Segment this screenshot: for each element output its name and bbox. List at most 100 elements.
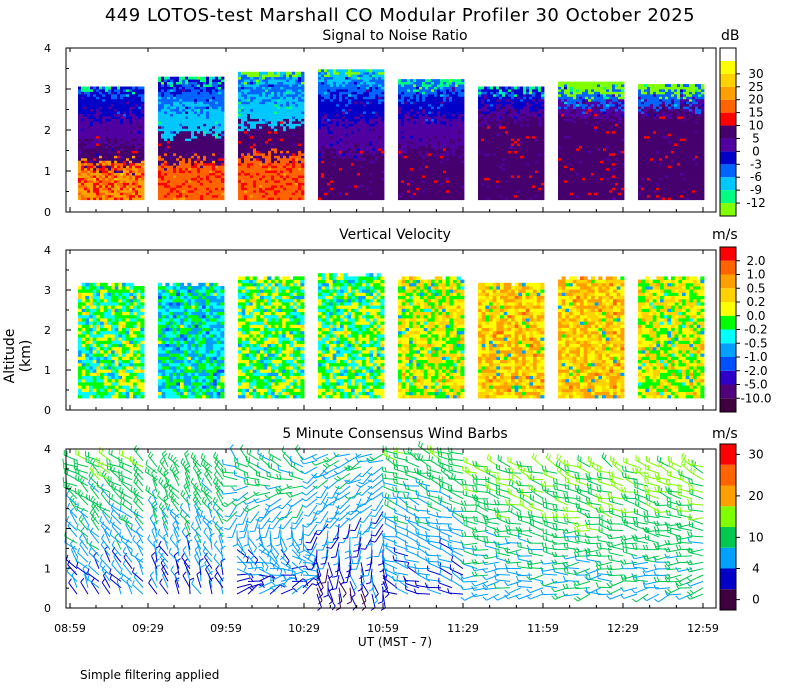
snr-cell xyxy=(123,180,127,183)
snr-cell xyxy=(99,113,103,117)
snr-cell xyxy=(111,108,115,112)
snr-cell xyxy=(191,128,195,132)
snr-cell xyxy=(268,71,272,75)
snr-cell xyxy=(324,167,328,171)
snr-cell xyxy=(173,170,177,174)
snr-cell xyxy=(120,116,124,119)
snr-cell xyxy=(262,125,266,129)
snr-cell xyxy=(339,93,343,97)
snr-cell xyxy=(366,130,370,134)
snr-cell xyxy=(221,152,225,156)
snr-cell xyxy=(327,172,331,176)
snr-cell xyxy=(321,175,325,178)
snr-cell xyxy=(381,192,385,196)
snr-cell xyxy=(339,133,343,137)
snr-cell xyxy=(289,152,293,156)
snr-cell xyxy=(345,79,349,83)
snr-cell xyxy=(280,81,284,85)
snr-cell xyxy=(188,189,192,193)
snr-cell xyxy=(440,180,444,183)
snr-cell xyxy=(398,165,402,169)
snr-cell xyxy=(170,138,174,142)
snr-cell xyxy=(117,106,121,110)
snr-cell xyxy=(410,182,414,186)
snr-cell xyxy=(292,103,296,107)
snr-cell xyxy=(120,175,124,178)
snr-cell xyxy=(416,192,420,196)
snr-cell xyxy=(108,120,112,124)
snr-cell xyxy=(176,157,180,161)
snr-cell xyxy=(289,98,293,102)
snr-cell xyxy=(277,76,281,80)
snr-cell xyxy=(256,103,260,107)
snr-cell xyxy=(218,143,222,146)
snr-cell xyxy=(87,170,91,174)
snr-cell xyxy=(363,108,367,112)
snr-cell xyxy=(274,89,278,92)
snr-cell xyxy=(434,165,438,169)
snr-cell xyxy=(425,152,429,156)
snr-cell xyxy=(262,81,266,85)
snr-cell xyxy=(123,197,127,201)
snr-cell xyxy=(221,172,225,176)
snr-cell xyxy=(123,177,127,181)
snr-cell xyxy=(241,143,245,146)
snr-cell xyxy=(360,152,364,156)
snr-cell xyxy=(348,81,352,85)
snr-cell xyxy=(87,155,91,159)
snr-cell xyxy=(84,118,88,122)
snr-cell xyxy=(274,120,278,124)
snr-cell xyxy=(78,125,82,129)
snr-cell xyxy=(283,135,287,139)
snr-cell xyxy=(333,143,337,146)
snr-cell xyxy=(200,91,204,95)
snr-cell xyxy=(333,89,337,92)
snr-cell xyxy=(102,152,106,156)
snr-cell xyxy=(111,197,115,201)
snr-cell xyxy=(138,135,142,139)
snr-cell xyxy=(381,175,385,178)
snr-cell xyxy=(428,140,432,144)
snr-cell xyxy=(111,189,115,193)
snr-cell xyxy=(434,177,438,181)
snr-cell xyxy=(250,111,254,114)
snr-cell xyxy=(206,184,210,188)
snr-cell xyxy=(259,111,263,114)
snr-cell xyxy=(443,145,447,149)
snr-cell xyxy=(333,125,337,129)
snr-cell xyxy=(428,194,432,198)
snr-cell xyxy=(268,145,272,149)
snr-cell xyxy=(206,111,210,114)
snr-cell xyxy=(345,89,349,92)
snr-cell xyxy=(114,113,118,117)
snr-cell xyxy=(218,155,222,159)
snr-cell xyxy=(197,84,201,87)
snr-cell xyxy=(84,145,88,149)
snr-cell xyxy=(120,125,124,129)
snr-cell xyxy=(280,184,284,188)
snr-cell xyxy=(416,150,420,154)
snr-cell xyxy=(78,197,82,201)
snr-cell xyxy=(330,152,334,156)
snr-cell xyxy=(218,157,222,161)
snr-cell xyxy=(167,106,171,110)
snr-cell xyxy=(360,74,364,78)
snr-cell xyxy=(434,150,438,154)
snr-cell xyxy=(197,150,201,154)
snr-cell xyxy=(250,157,254,161)
snr-cell xyxy=(342,91,346,95)
snr-cell xyxy=(176,84,180,87)
snr-cell xyxy=(185,125,189,129)
snr-cell xyxy=(84,180,88,183)
snr-cell xyxy=(292,189,296,193)
snr-cell xyxy=(87,123,91,127)
snr-cell xyxy=(96,103,100,107)
snr-cell xyxy=(363,113,367,117)
snr-cell xyxy=(330,103,334,107)
snr-cell xyxy=(247,140,251,144)
snr-cell xyxy=(105,116,109,119)
snr-cell xyxy=(185,184,189,188)
snr-cell xyxy=(114,194,118,198)
snr-cell xyxy=(126,96,130,100)
snr-cell xyxy=(434,157,438,161)
